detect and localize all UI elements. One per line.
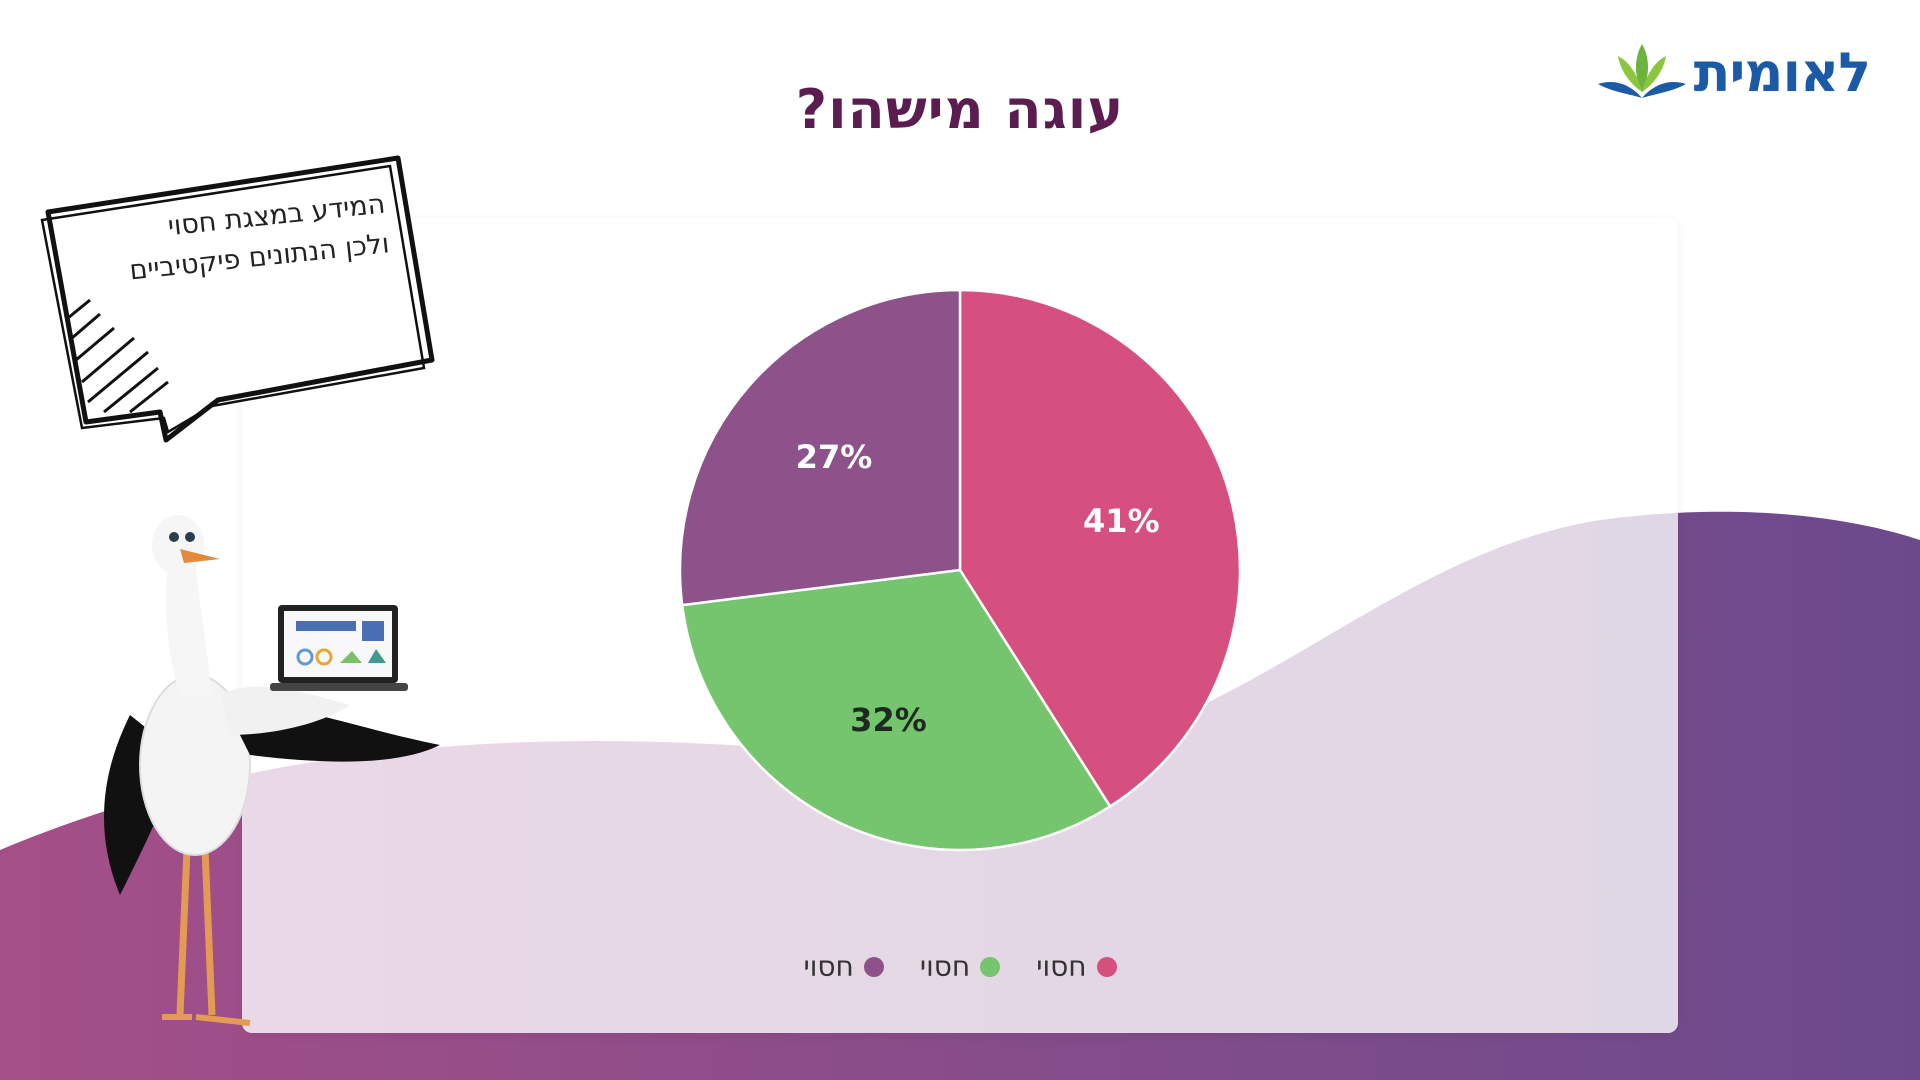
pie-slice xyxy=(678,288,962,607)
pie-slice xyxy=(680,568,1112,852)
chart-legend: חסוי חסוי חסוי xyxy=(0,950,1920,983)
pie-slice xyxy=(958,288,1242,809)
legend-item: חסוי xyxy=(803,950,884,983)
legend-swatch xyxy=(1096,956,1117,977)
legend-swatch xyxy=(863,956,884,977)
brand-logo: לאומית xyxy=(1596,36,1871,108)
legend-label: חסוי xyxy=(803,950,854,983)
legend-swatch xyxy=(980,956,1001,977)
speech-bubble xyxy=(40,155,435,443)
stork-with-laptop-icon xyxy=(103,515,440,1026)
page-title: עוגה מישהו? xyxy=(795,78,1125,141)
logo-text: לאומית xyxy=(1693,40,1871,104)
legend-label: חסוי xyxy=(1036,950,1087,983)
legend-label: חסוי xyxy=(919,950,971,983)
legend-item: חסוי xyxy=(1036,950,1117,983)
flower-logo-icon xyxy=(1597,44,1686,98)
legend-item: חסוי xyxy=(919,950,1001,983)
